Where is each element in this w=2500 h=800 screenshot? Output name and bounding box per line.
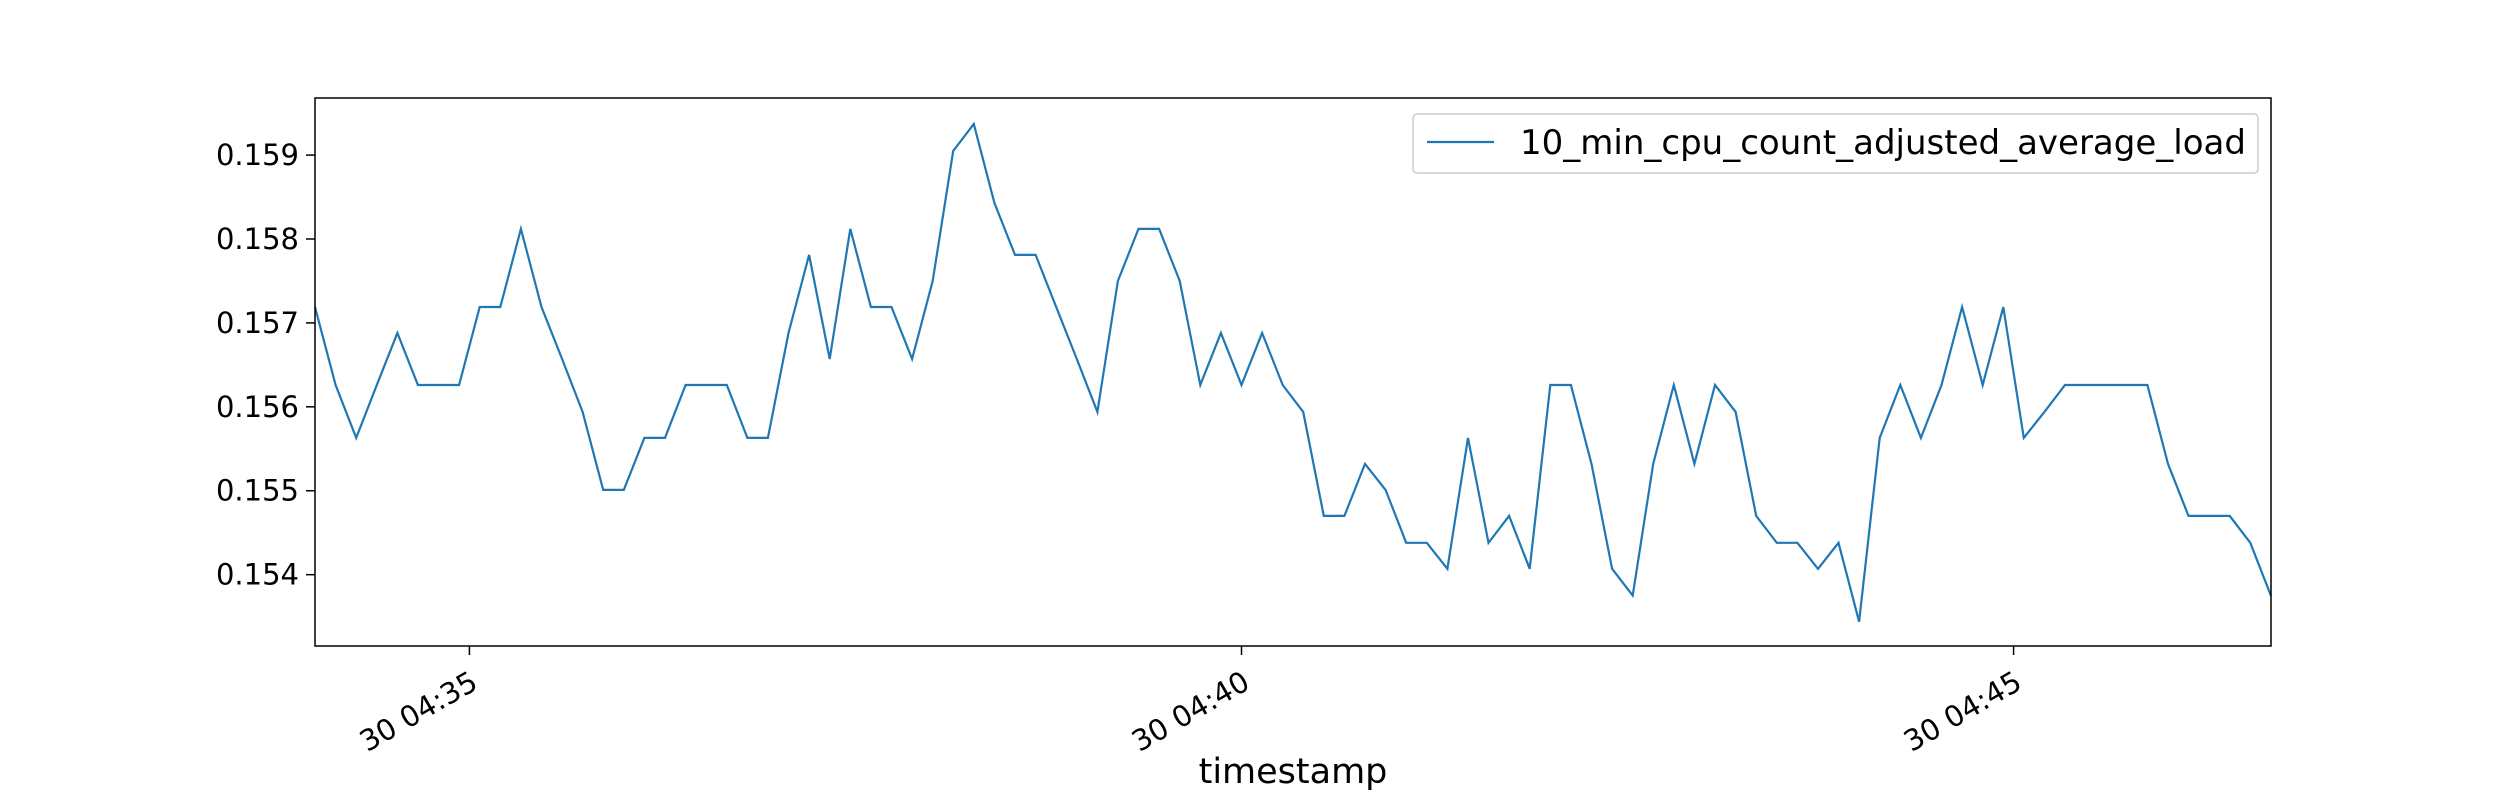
x-tick-label: 30 04:35 xyxy=(354,664,483,758)
y-axis-ticks: 0.154 0.155 0.156 0.157 0.158 0.159 xyxy=(216,138,315,592)
y-tick-label: 0.157 xyxy=(216,306,299,340)
y-tick-label: 0.154 xyxy=(216,558,299,592)
y-tick-label: 0.156 xyxy=(216,390,299,424)
y-tick-label: 0.155 xyxy=(216,474,299,508)
x-tick-label: 30 04:45 xyxy=(1898,664,2027,758)
plot-area-frame xyxy=(314,97,2272,647)
x-axis-title: timestamp xyxy=(1199,752,1388,792)
x-axis-ticks: 30 04:35 30 04:40 30 04:45 xyxy=(354,646,2027,758)
legend-label: 10_min_cpu_count_adjusted_average_load xyxy=(1520,123,2246,163)
y-tick-label: 0.159 xyxy=(216,138,299,172)
legend: 10_min_cpu_count_adjusted_average_load xyxy=(1412,113,2259,174)
x-tick-label: 30 04:40 xyxy=(1126,664,1255,758)
series-line-cpu-load xyxy=(313,121,2272,622)
y-tick-label: 0.158 xyxy=(216,222,299,256)
legend-box xyxy=(1412,113,2259,174)
